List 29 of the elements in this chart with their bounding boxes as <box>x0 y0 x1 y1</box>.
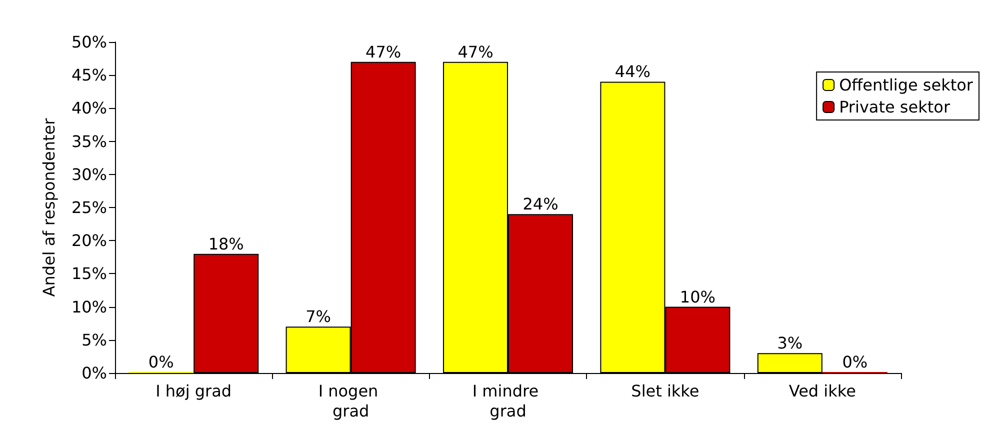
y-tick-label: 35% <box>71 132 107 151</box>
x-tick-label: I nogen grad <box>318 382 384 420</box>
data-label: 24% <box>522 194 558 214</box>
data-label: 3% <box>777 334 803 353</box>
legend-label: Private sektor <box>839 98 950 116</box>
y-tick-label: 40% <box>71 98 107 118</box>
data-label: 44% <box>614 62 650 82</box>
y-tick-label: 25% <box>71 198 107 217</box>
x-tick-label: I mindre grad <box>472 382 544 420</box>
x-tick-label: Ved ikke <box>788 382 856 400</box>
x-tick-label: Slet ikke <box>631 382 700 400</box>
data-label: 10% <box>680 287 716 306</box>
y-tick-label: 45% <box>71 66 107 85</box>
y-tick-label: 15% <box>71 264 107 284</box>
data-label: 47% <box>458 42 494 62</box>
y-tick-label: 50% <box>71 32 107 52</box>
data-label: 0% <box>842 352 868 372</box>
data-label: 0% <box>148 352 174 372</box>
y-tick-label: 0% <box>82 364 107 382</box>
x-tick-label: I høj grad <box>156 382 232 400</box>
data-label: 7% <box>306 307 331 326</box>
data-label: 47% <box>366 42 402 62</box>
y-tick-label: 30% <box>71 164 107 184</box>
y-tick-label: 5% <box>82 330 107 350</box>
legend-label: Offentlige sektor <box>839 76 974 94</box>
y-tick-label: 20% <box>71 231 107 250</box>
y-axis-title: Andel af respondenter <box>40 118 58 297</box>
data-label: 18% <box>208 234 244 254</box>
y-tick-label: 10% <box>71 297 107 316</box>
